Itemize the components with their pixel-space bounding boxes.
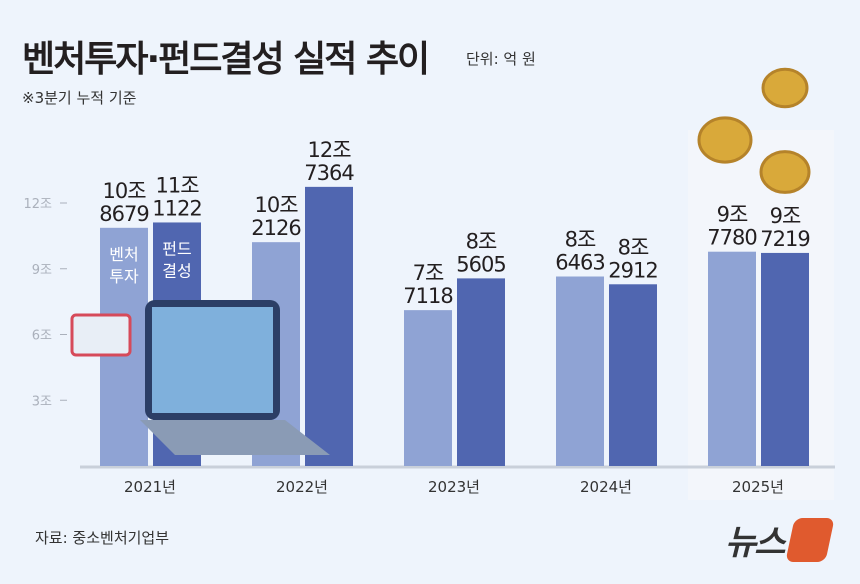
- y-tick-label: 3조: [32, 394, 52, 409]
- note: ※3분기 누적 기준: [22, 89, 137, 107]
- data-label-bottom: 7118: [403, 284, 452, 308]
- bar-fund: [305, 186, 353, 466]
- bar-fund: [457, 278, 505, 466]
- series-inline-label: 결성: [162, 261, 191, 280]
- data-label-top: 10조: [102, 179, 146, 203]
- card-illustration: [70, 313, 132, 357]
- data-label-top: 8조: [565, 228, 596, 252]
- data-label-top: 8조: [618, 235, 649, 259]
- x-tick-label: 2022년: [276, 478, 328, 496]
- data-label-top: 9조: [770, 204, 801, 228]
- data-label-top: 9조: [717, 203, 748, 227]
- y-tick-label: 6조: [32, 329, 52, 344]
- bar-venture: [708, 251, 756, 466]
- series-inline-label: 벤처: [109, 245, 138, 264]
- x-tick-label: 2021년: [124, 478, 176, 496]
- bar-venture: [556, 276, 604, 466]
- bar-fund: [609, 284, 657, 466]
- data-label-bottom: 2126: [251, 216, 301, 240]
- data-label-top: 8조: [466, 229, 497, 253]
- data-label-bottom: 6463: [555, 251, 604, 275]
- data-label-top: 7조: [413, 261, 444, 285]
- unit-label: 단위: 억 원: [466, 50, 536, 68]
- source: 자료: 중소벤처기업부: [35, 529, 170, 547]
- coin-icon: [697, 116, 753, 164]
- data-label-top: 10조: [254, 193, 298, 217]
- x-tick-label: 2023년: [428, 478, 480, 496]
- data-label-bottom: 1122: [152, 196, 201, 220]
- series-inline-label: 펀드: [162, 239, 191, 258]
- data-label-bottom: 2912: [608, 258, 657, 282]
- laptop-screen: [152, 307, 273, 413]
- y-tick-label: 12조: [23, 197, 52, 212]
- data-label-top: 11조: [155, 173, 199, 197]
- laptop-base: [140, 420, 330, 455]
- news1-logo: 뉴스: [725, 523, 786, 563]
- page-title: 벤처투자·펀드결성 실적 추이: [22, 39, 430, 80]
- data-label-bottom: 5605: [456, 252, 505, 276]
- data-label-bottom: 7364: [304, 161, 354, 185]
- data-label-bottom: 7780: [707, 226, 756, 250]
- y-tick-label: 9조: [32, 263, 52, 278]
- x-tick-label: 2024년: [580, 478, 632, 496]
- series-inline-label: 투자: [109, 267, 139, 286]
- data-label-bottom: 7219: [760, 227, 809, 251]
- coin-icon: [759, 150, 811, 194]
- bar-venture: [404, 310, 452, 466]
- data-label-top: 12조: [307, 138, 351, 162]
- x-tick-label: 2025년: [732, 478, 784, 496]
- data-label-bottom: 8679: [99, 202, 148, 226]
- bar-fund: [761, 252, 809, 466]
- coin-icon: [761, 67, 809, 109]
